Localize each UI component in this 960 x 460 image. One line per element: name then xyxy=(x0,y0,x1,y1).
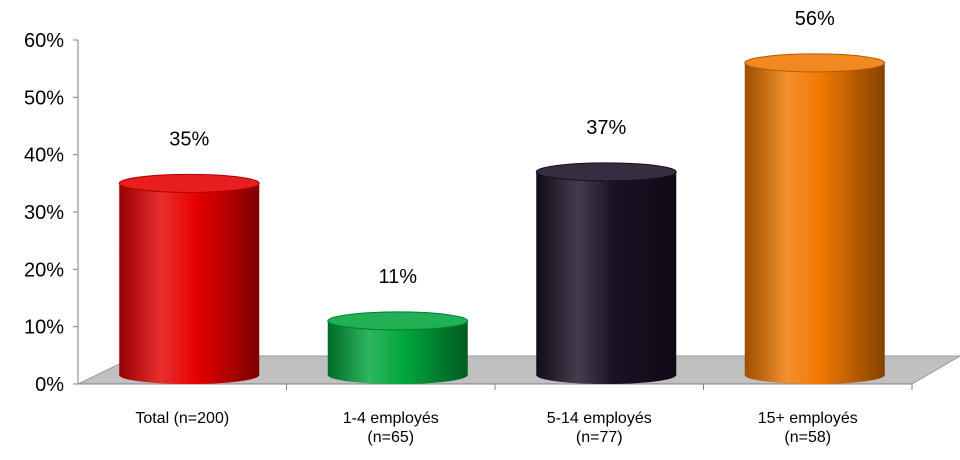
data-label: 56% xyxy=(795,8,835,30)
axes: 0% 10% 20% 30% 40% 50% 60% xyxy=(24,30,913,396)
x-tick-label-line: 5-14 employés xyxy=(547,410,652,427)
y-tick-label: 10% xyxy=(24,317,64,339)
x-tick-label-line: 1-4 employés xyxy=(343,410,439,427)
x-tick-label: 15+ employés (n=58) xyxy=(758,410,858,446)
bar-top xyxy=(535,162,677,182)
y-tick-label: 0% xyxy=(35,374,64,396)
bar-body xyxy=(119,183,260,384)
x-tick-label: Total (n=200) xyxy=(135,410,229,427)
y-tick-label: 30% xyxy=(24,202,64,224)
y-tick-label: 20% xyxy=(24,259,64,281)
x-tick-label-line: Total (n=200) xyxy=(135,410,229,427)
x-tick-label-line: (n=77) xyxy=(576,429,623,446)
y-tick-label: 40% xyxy=(24,145,64,167)
bar xyxy=(118,173,260,384)
bar-body xyxy=(536,171,677,384)
labels: 35% Total (n=200) 11% 1-4 employés (n=65) 37%… xyxy=(135,8,857,446)
bar-body xyxy=(327,320,468,384)
x-tick-label-line: (n=65) xyxy=(367,429,414,446)
y-tick-label: 50% xyxy=(24,87,64,109)
x-tick-label: 1-4 employés (n=65) xyxy=(343,410,439,446)
y-tick-label: 60% xyxy=(24,30,64,52)
bar-top xyxy=(327,311,469,331)
bar xyxy=(327,311,469,384)
bar-top xyxy=(118,173,260,193)
x-tick-label-line: (n=58) xyxy=(784,429,831,446)
bar-body xyxy=(744,62,885,384)
bar-top xyxy=(744,53,886,73)
x-tick-label: 5-14 employés (n=77) xyxy=(547,410,652,446)
data-label: 37% xyxy=(586,117,626,139)
bars xyxy=(118,53,886,384)
data-label: 11% xyxy=(378,266,417,288)
bar xyxy=(744,53,886,384)
x-tick-label-line: 15+ employés xyxy=(758,410,858,427)
data-label: 35% xyxy=(169,128,209,150)
bar xyxy=(535,162,677,384)
